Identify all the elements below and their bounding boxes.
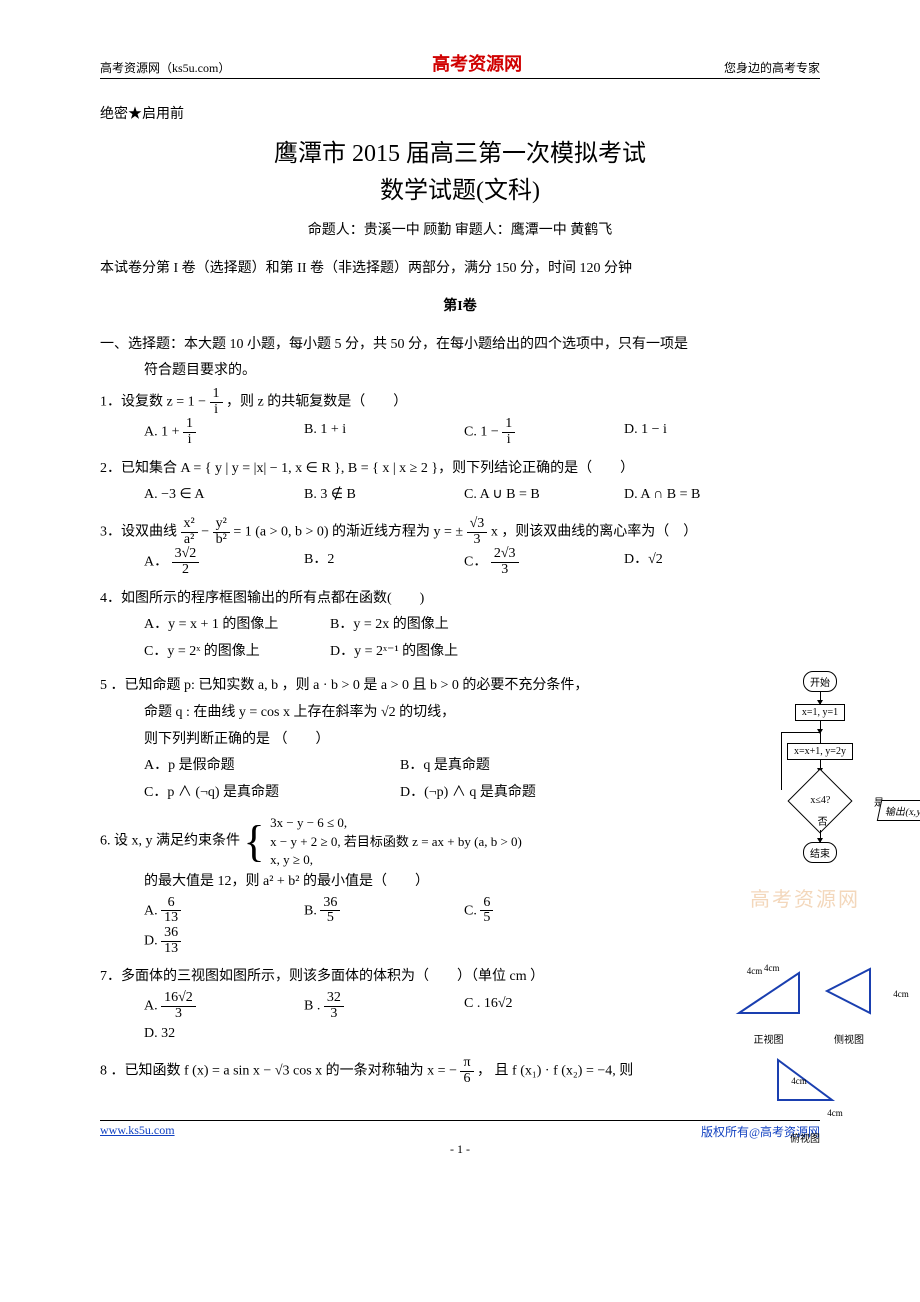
- q3-opt-a: A． 3√22: [144, 547, 264, 577]
- q3-opt-b: B．2: [304, 547, 424, 577]
- header-brand: 高考资源网: [432, 50, 522, 76]
- q1-stem-a: 1．设复数 z = 1 −: [100, 394, 206, 409]
- q3-stem-a: 3．设双曲线: [100, 524, 177, 539]
- q3-stem-c: x ，则该双曲线的离心率为（ ）: [491, 524, 698, 539]
- authors-line: 命题人：贵溪一中 顾勤 审题人：鹰潭一中 黄鹤飞: [100, 219, 820, 239]
- q5-line3: 则下列判断正确的是 （ ）: [100, 727, 660, 754]
- q1-opt-d: D. 1 − i: [624, 417, 744, 447]
- question-3: 3．设双曲线 x²a² − y²b² = 1 (a > 0, b > 0) 的渐…: [100, 517, 820, 578]
- q3-opt-d: D．√2: [624, 547, 744, 577]
- question-6: 6. 设 x, y 满足约束条件 { 3x − y − 6 ≤ 0, x − y…: [100, 814, 660, 956]
- q6-stem-b: 的最大值是 12，则 a² + b² 的最小值是（ ）: [100, 869, 660, 896]
- side-view-icon: [822, 963, 877, 1018]
- q7-stem: 7．多面体的三视图如图所示，则该多面体的体积为（ ）（单位 cm ）: [100, 964, 660, 991]
- q1-opt-c: C. 1 − 1i: [464, 417, 584, 447]
- q7-opt-d: D. 32: [144, 1021, 264, 1048]
- side-view-label: 侧视图: [822, 1031, 877, 1046]
- q5-opt-d: D．(¬p) ∧ q 是真命题: [400, 780, 550, 807]
- flowchart-start: 开始: [803, 671, 837, 692]
- part-label: 第I卷: [100, 295, 820, 315]
- q2-opt-a: A. −3 ∈ A: [144, 482, 264, 509]
- q2-opt-d: D. A ∩ B = B: [624, 482, 744, 509]
- section1-desc-line1: 一、选择题：本大题 10 小题，每小题 5 分，共 50 分，在每小题给出的四个…: [100, 333, 820, 353]
- question-1: 1．设复数 z = 1 − 1i ，则 z 的共轭复数是（ ） A. 1 + 1…: [100, 387, 820, 448]
- q5-line1: 5 ．已知命题 p: 已知实数 a, b ，则 a · b > 0 是 a > …: [100, 673, 660, 700]
- q4-opt-c: C．y = 2ˣ 的图像上: [144, 639, 294, 666]
- three-view-diagram: 4cm 4cm 正视图 4cm 侧视图 4cm 4cm: [720, 963, 890, 1145]
- question-7: 7．多面体的三视图如图所示，则该多面体的体积为（ ）（单位 cm ） A. 16…: [100, 964, 660, 1048]
- q6-c2: x − y + 2 ≥ 0, 若目标函数 z = ax + by (a, b >…: [270, 833, 522, 851]
- q1-stem-b: ，则 z 的共轭复数是（ ）: [226, 394, 407, 409]
- q7-opt-c: C . 16√2: [464, 991, 584, 1021]
- q5-opt-a: A．p 是假命题: [144, 753, 364, 780]
- section1-desc-line2: 符合题目要求的。: [100, 359, 820, 379]
- q6-opt-d: D. 3613: [144, 926, 264, 956]
- q6-stem-a: 6. 设 x, y 满足约束条件: [100, 834, 240, 849]
- q3-opt-c: C． 2√33: [464, 547, 584, 577]
- flowchart-init: x=1, y=1: [795, 704, 845, 721]
- q4-stem: 4．如图所示的程序框图输出的所有点都在函数( ): [100, 586, 660, 613]
- q4-opt-a: A．y = x + 1 的图像上: [144, 612, 294, 639]
- flowchart-end: 结束: [803, 842, 837, 863]
- pre-title: 绝密★启用前: [100, 103, 820, 123]
- q6-opt-a: A. 613: [144, 896, 264, 926]
- header-left: 高考资源网（ks5u.com）: [100, 59, 230, 76]
- flowchart-no: 否: [818, 813, 828, 828]
- q6-c1: 3x − y − 6 ≤ 0,: [270, 814, 522, 832]
- main-title-line1: 鹰潭市 2015 届高三第一次模拟考试: [100, 133, 820, 168]
- front-view-label: 正视图: [734, 1031, 804, 1046]
- watermark-text: 高考资源网: [750, 883, 860, 912]
- q6-opt-c: C. 65: [464, 896, 584, 926]
- q8-stem-a: 8 ．已知函数 f (x) = a sin x − √3 cos x 的一条对称…: [100, 1063, 457, 1078]
- question-4: 4．如图所示的程序框图输出的所有点都在函数( ) A．y = x + 1 的图像…: [100, 586, 660, 666]
- q2-opt-b: B. 3 ∉ B: [304, 482, 424, 509]
- question-5: 5 ．已知命题 p: 已知实数 a, b ，则 a · b > 0 是 a > …: [100, 673, 660, 806]
- q5-opt-c: C．p ∧ (¬q) 是真命题: [144, 780, 364, 807]
- q4-opt-b: B．y = 2x 的图像上: [330, 612, 480, 639]
- flowchart-diagram: 开始 x=1, y=1 x=x+1, y=2y x≤4? 是 否 输出(x,y)…: [760, 671, 880, 863]
- q1-frac: 1i: [210, 387, 223, 417]
- q1-opt-b: B. 1 + i: [304, 417, 424, 447]
- top-view-label: 俯视图: [720, 1130, 890, 1145]
- main-title-line2: 数学试题(文科): [100, 170, 820, 205]
- page-number: - 1 -: [100, 1142, 820, 1157]
- q3-stem-b: = 1 (a > 0, b > 0) 的渐近线方程为 y = ±: [233, 524, 463, 539]
- page-header: 高考资源网（ks5u.com） 高考资源网 您身边的高考专家: [100, 50, 820, 79]
- question-2: 2．已知集合 A = { y | y = |x| − 1, x ∈ R }, B…: [100, 456, 820, 509]
- page-footer: www.ks5u.com 版权所有@高考资源网: [100, 1120, 820, 1140]
- header-right: 您身边的高考专家: [724, 59, 820, 76]
- q7-opt-a: A. 16√23: [144, 991, 264, 1021]
- q2-opt-c: C. A ∪ B = B: [464, 482, 584, 509]
- q5-opt-b: B．q 是真命题: [400, 753, 550, 780]
- q5-line2: 命题 q : 在曲线 y = cos x 上存在斜率为 √2 的切线，: [100, 700, 660, 727]
- q8-stem-b: ， 且 f (x₁) · f (x₂) = −4, 则: [477, 1063, 633, 1078]
- q6-opt-b: B. 365: [304, 896, 424, 926]
- flowchart-output: 输出(x,y): [877, 800, 920, 821]
- q4-opt-d: D．y = 2ˣ⁻¹ 的图像上: [330, 639, 480, 666]
- q6-c3: x, y ≥ 0,: [270, 851, 522, 869]
- q2-stem: 2．已知集合 A = { y | y = |x| − 1, x ∈ R }, B…: [100, 456, 820, 483]
- footer-url[interactable]: www.ks5u.com: [100, 1123, 175, 1140]
- exam-info: 本试卷分第 I 卷（选择题）和第 II 卷（非选择题）两部分，满分 150 分，…: [100, 257, 820, 277]
- q1-opt-a: A. 1 + 1i: [144, 417, 264, 447]
- question-8: 8 ．已知函数 f (x) = a sin x − √3 cos x 的一条对称…: [100, 1056, 820, 1086]
- q7-opt-b: B . 323: [304, 991, 424, 1021]
